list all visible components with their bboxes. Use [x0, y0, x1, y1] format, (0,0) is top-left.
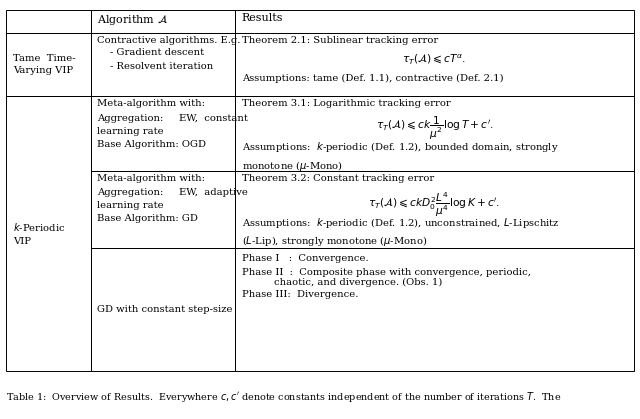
Text: Tame  Time-
Varying VIP: Tame Time- Varying VIP — [13, 54, 76, 75]
Text: Meta-algorithm with:: Meta-algorithm with: — [97, 99, 205, 108]
Bar — [91, 10, 236, 33]
Text: Meta-algorithm with:: Meta-algorithm with: — [97, 174, 205, 183]
Text: Results: Results — [242, 13, 284, 23]
Bar — [236, 248, 634, 371]
Text: $k$-Periodic
VIP: $k$-Periodic VIP — [13, 221, 65, 246]
Text: Phase II  :  Composite phase with convergence, periodic,: Phase II : Composite phase with converge… — [242, 268, 531, 277]
Bar — [6, 33, 91, 96]
Text: Phase III:  Divergence.: Phase III: Divergence. — [242, 290, 358, 299]
Text: Assumptions:  $k$-periodic (Def. 1.2), unconstrained, $L$-Lipschitz
($L$-Lip), s: Assumptions: $k$-periodic (Def. 1.2), un… — [242, 216, 559, 248]
Bar — [91, 33, 236, 96]
Bar — [91, 248, 236, 371]
Bar — [236, 10, 634, 33]
Bar — [236, 96, 634, 171]
Text: Contractive algorithms. E.g.: Contractive algorithms. E.g. — [97, 36, 241, 45]
Text: Theorem 3.1: Logarithmic tracking error: Theorem 3.1: Logarithmic tracking error — [242, 99, 451, 108]
Text: Assumptions:  $k$-periodic (Def. 1.2), bounded domain, strongly
monotone ($\mu$-: Assumptions: $k$-periodic (Def. 1.2), bo… — [242, 140, 559, 173]
Text: Assumptions: tame (Def. 1.1), contractive (Def. 2.1): Assumptions: tame (Def. 1.1), contractiv… — [242, 73, 503, 83]
Text: Theorem 3.2: Constant tracking error: Theorem 3.2: Constant tracking error — [242, 174, 434, 183]
Text: Aggregation:     EW,  adaptive
learning rate
Base Algorithm: GD: Aggregation: EW, adaptive learning rate … — [97, 189, 248, 223]
Bar — [236, 33, 634, 96]
Text: Algorithm $\mathcal{A}$: Algorithm $\mathcal{A}$ — [97, 13, 168, 27]
Bar — [91, 96, 236, 171]
Text: Theorem 2.1: Sublinear tracking error: Theorem 2.1: Sublinear tracking error — [242, 36, 438, 45]
Text: $\tau_T(\mathcal{A}) \leqslant cT^{\alpha}.$: $\tau_T(\mathcal{A}) \leqslant cT^{\alph… — [403, 52, 467, 66]
Text: Table 1:  Overview of Results.  Everywhere $c, c'$ denote constants independent : Table 1: Overview of Results. Everywhere… — [6, 390, 562, 403]
Text: $\tau_T(\mathcal{A}) \leqslant ckD_0^2\dfrac{L^4}{\mu^4}\log K + c'.$: $\tau_T(\mathcal{A}) \leqslant ckD_0^2\d… — [369, 190, 500, 219]
Text: - Gradient descent
- Resolvent iteration: - Gradient descent - Resolvent iteration — [110, 48, 214, 70]
Text: Aggregation:     EW,  constant
learning rate
Base Algorithm: OGD: Aggregation: EW, constant learning rate … — [97, 114, 248, 148]
Text: chaotic, and divergence. (Obs. 1): chaotic, and divergence. (Obs. 1) — [274, 278, 442, 287]
Text: $\tau_T(\mathcal{A}) \leqslant ck\dfrac{1}{\mu^2}\log T + c'.$: $\tau_T(\mathcal{A}) \leqslant ck\dfrac{… — [376, 115, 493, 142]
Text: GD with constant step-size: GD with constant step-size — [97, 305, 233, 314]
Bar — [236, 171, 634, 248]
Text: Phase I   :  Convergence.: Phase I : Convergence. — [242, 254, 369, 263]
Bar — [6, 10, 91, 33]
Bar — [6, 96, 91, 371]
Bar — [91, 171, 236, 248]
